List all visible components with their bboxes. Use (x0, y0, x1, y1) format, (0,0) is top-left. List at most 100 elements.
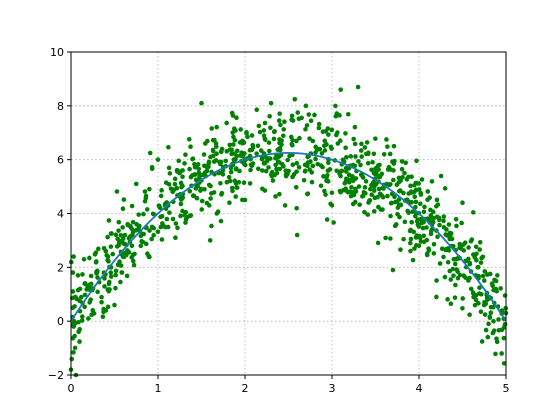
scatter-point (371, 209, 377, 214)
scatter-point (417, 235, 423, 241)
scatter-point (427, 195, 432, 200)
scatter-point (144, 207, 150, 212)
scatter-point (321, 143, 327, 149)
scatter-point (449, 236, 455, 242)
scatter-point (95, 289, 100, 295)
scatter-point (131, 262, 137, 268)
scatter-point (477, 247, 483, 252)
scatter-point (260, 168, 265, 173)
scatter-point (381, 186, 386, 191)
scatter-point (130, 219, 136, 225)
scatter-point (338, 87, 344, 92)
scatter-point (290, 174, 295, 180)
scatter-point (179, 184, 184, 190)
scatter-point (326, 160, 331, 166)
scatter-point (399, 166, 405, 172)
scatter-point (294, 169, 299, 174)
scatter-point (281, 133, 286, 139)
scatter-point (130, 258, 136, 264)
scatter-point (478, 309, 484, 315)
scatter-point (249, 133, 255, 138)
scatter-point (457, 241, 463, 247)
scatter-point (413, 199, 419, 205)
scatter-point (82, 292, 88, 298)
scatter-point (355, 84, 361, 90)
scatter-point (277, 140, 282, 146)
scatter-point (70, 289, 76, 294)
scatter-point (326, 132, 331, 137)
scatter-point (441, 214, 447, 219)
scatter-point (410, 257, 416, 263)
scatter-point (155, 229, 161, 235)
scatter-point (267, 113, 272, 119)
scatter-point (285, 171, 290, 177)
scatter-point (327, 167, 333, 172)
scatter-point (266, 148, 272, 154)
scatter-point (316, 125, 322, 131)
scatter-point (281, 127, 287, 132)
scatter-point (120, 240, 125, 245)
scatter-point (360, 193, 366, 199)
scatter-point (124, 252, 129, 258)
scatter-point (452, 295, 458, 300)
scatter-point (343, 165, 349, 171)
x-tick-label: 4 (416, 382, 423, 395)
scatter-point (230, 188, 235, 194)
scatter-point (247, 181, 253, 186)
scatter-point (227, 147, 233, 152)
scatter-point (476, 291, 482, 296)
scatter-point (499, 351, 504, 356)
scatter-point (371, 151, 377, 157)
scatter-point (143, 241, 149, 247)
scatter-point (160, 221, 165, 226)
scatter-point (408, 227, 413, 233)
scatter-point (415, 217, 421, 222)
scatter-point (324, 217, 330, 222)
scatter-point (434, 203, 439, 209)
scatter-point (120, 206, 126, 212)
scatter-point (150, 211, 156, 217)
scatter-point (498, 286, 503, 291)
scatter-point (446, 222, 452, 227)
scatter-point (182, 161, 187, 166)
scatter-point (485, 334, 491, 340)
scatter-point (303, 103, 309, 109)
scatter-point (185, 214, 190, 220)
scatter-point (375, 194, 380, 200)
scatter-point (99, 294, 104, 300)
scatter-points (68, 84, 509, 378)
scatter-point (276, 118, 282, 123)
scatter-point (287, 153, 292, 159)
scatter-point (381, 151, 387, 157)
scatter-point (502, 321, 508, 327)
scatter-point (490, 330, 496, 336)
scatter-point (305, 191, 311, 196)
y-tick-label: −2 (48, 369, 64, 382)
x-tick-label: 5 (503, 382, 510, 395)
scatter-point (417, 201, 423, 207)
scatter-point (448, 277, 454, 282)
scatter-point (173, 235, 178, 241)
scatter-point (211, 159, 217, 164)
scatter-point (460, 200, 465, 206)
scatter-point (329, 146, 334, 151)
scatter-point (409, 199, 414, 205)
scatter-point (96, 246, 101, 252)
x-tick-label: 0 (68, 382, 75, 395)
scatter-point (176, 158, 182, 164)
scatter-point (218, 218, 224, 224)
scatter-point (165, 224, 171, 230)
scatter-point (227, 200, 232, 206)
scatter-point (215, 209, 221, 214)
scatter-point (338, 189, 343, 195)
scatter-point (113, 268, 119, 274)
scatter-point (313, 156, 318, 162)
scatter-point (105, 234, 110, 240)
scatter-point (159, 237, 165, 242)
scatter-point (130, 232, 135, 238)
scatter-point (281, 164, 286, 169)
scatter-point (459, 220, 464, 226)
scatter-point (421, 233, 427, 239)
scatter-point (468, 238, 474, 244)
scatter-point (362, 145, 368, 150)
